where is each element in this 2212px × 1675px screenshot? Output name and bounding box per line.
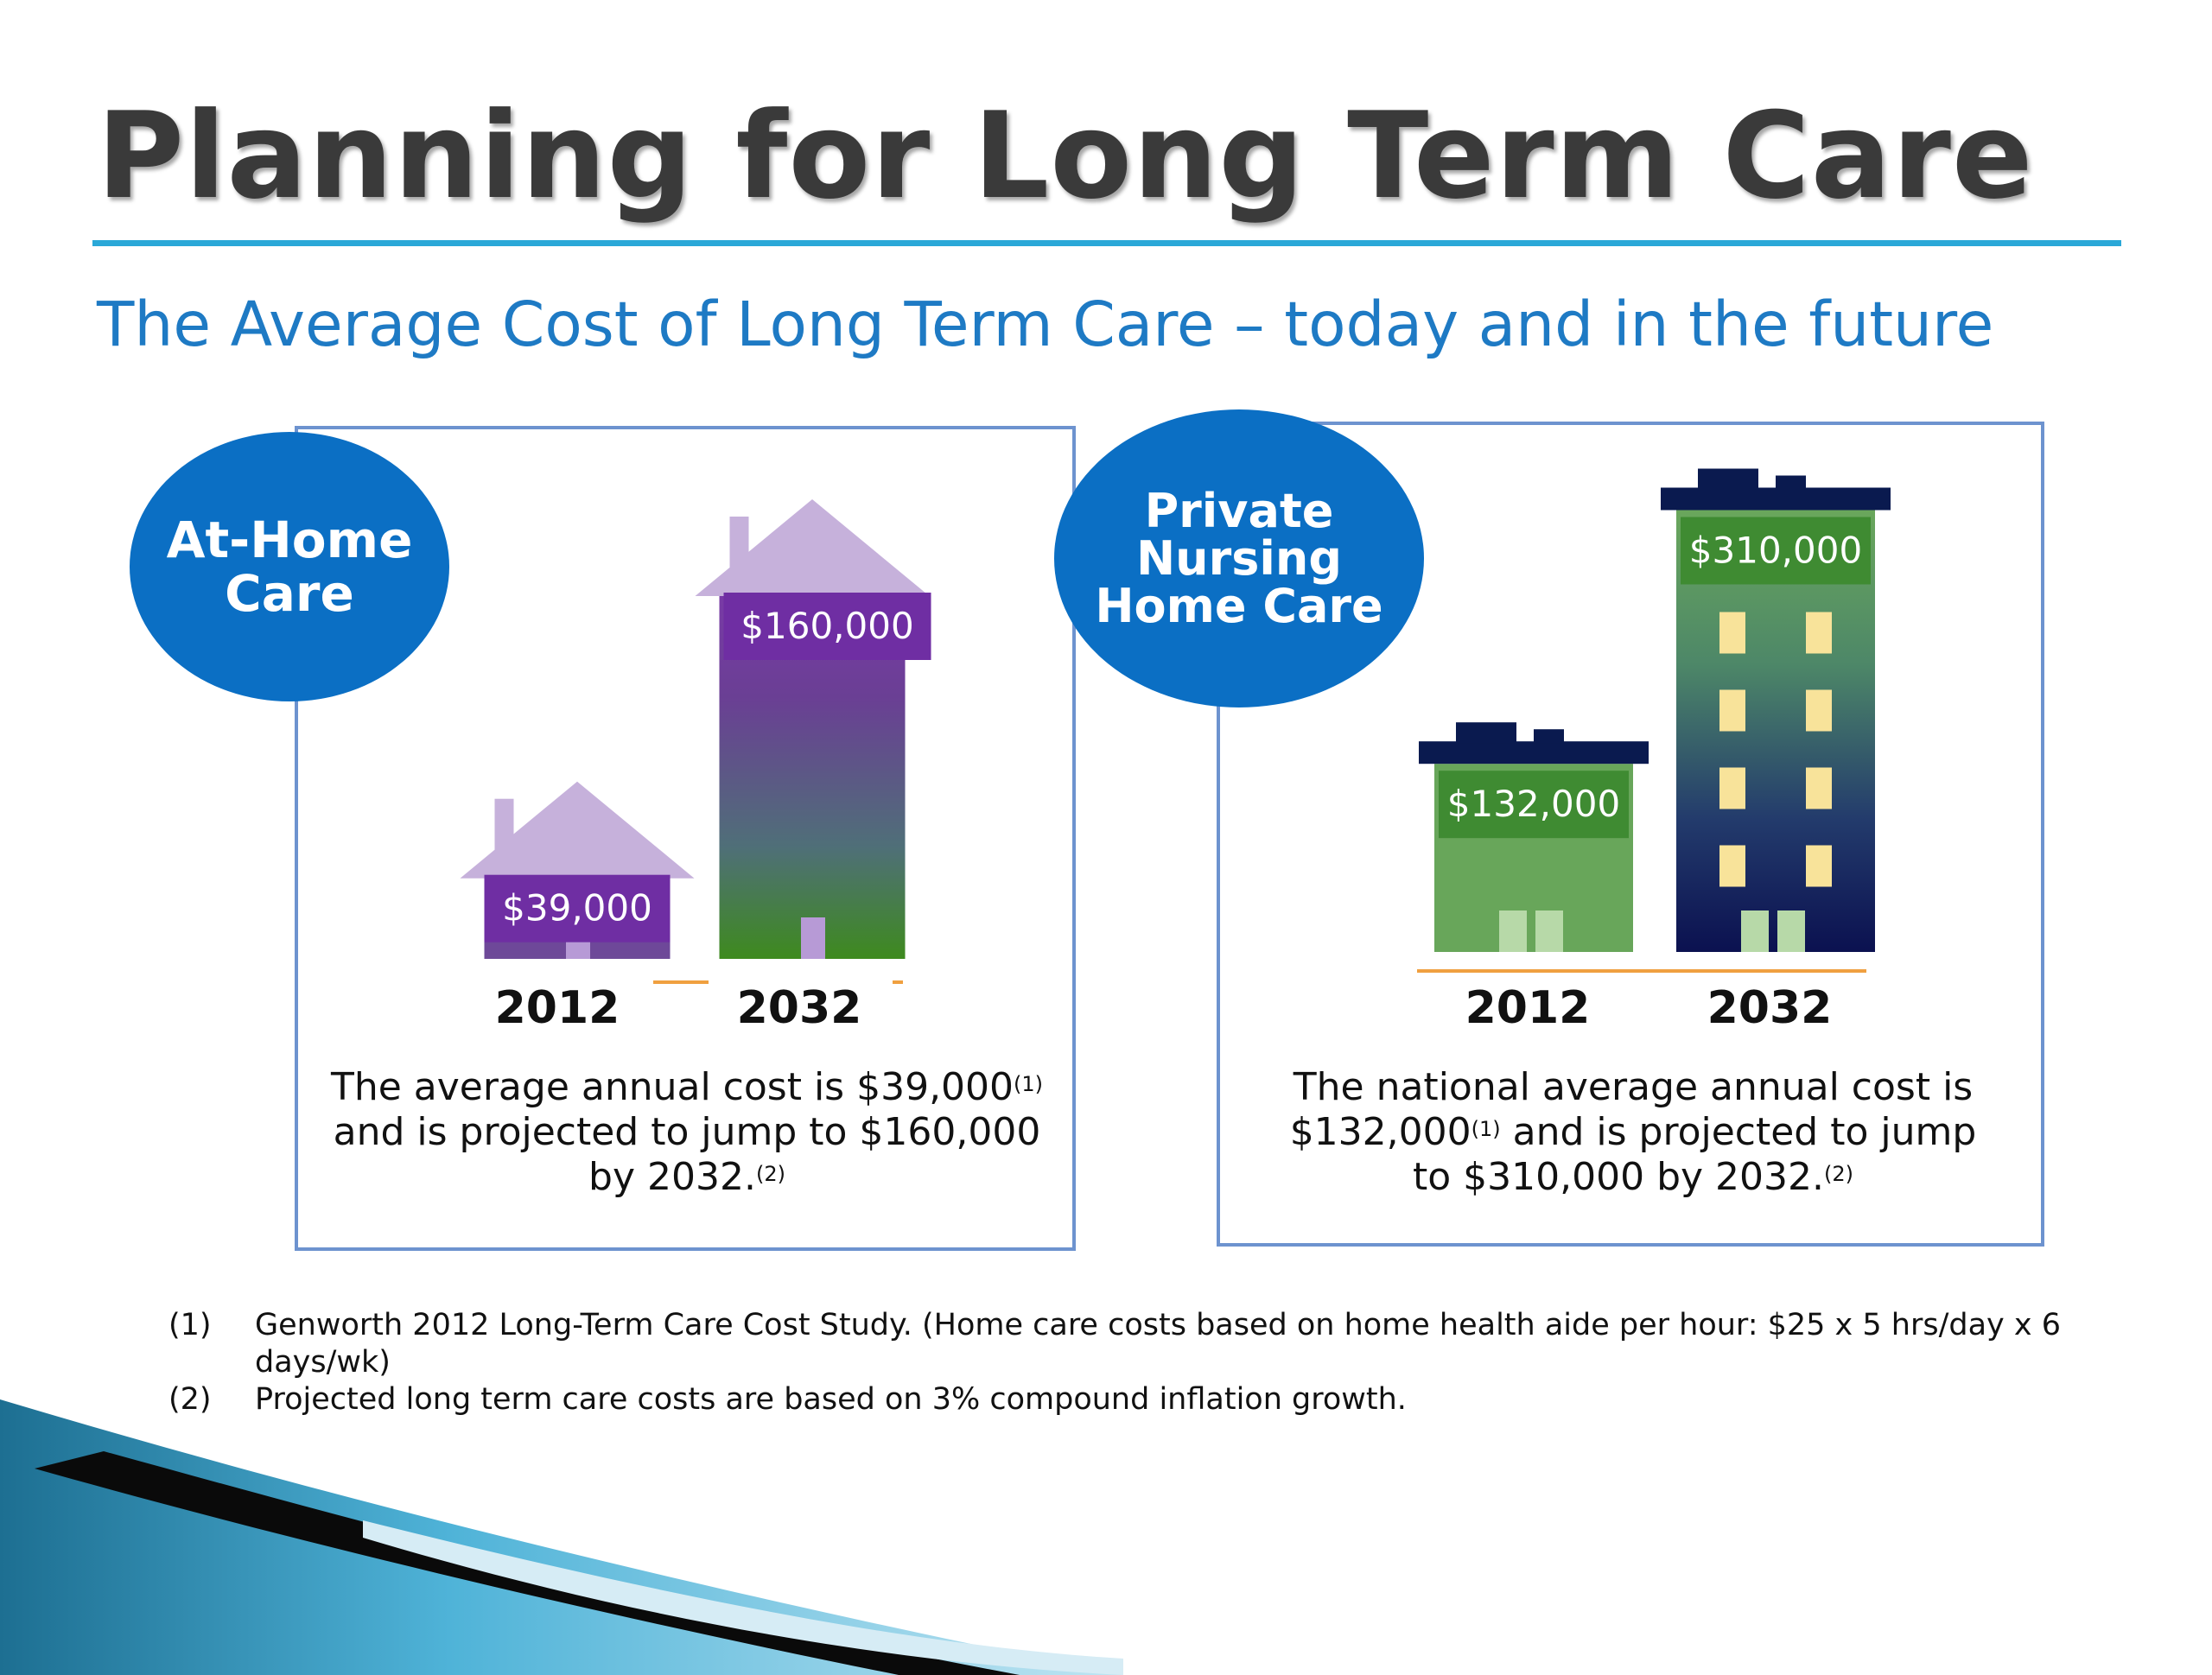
nursing-desc-line1-text: The national average annual cost is [1293, 1065, 1974, 1109]
footnote-1: (1) Genworth 2012 Long-Term Care Cost St… [168, 1307, 2069, 1381]
nursing-care-description: The national average annual cost is $132… [1253, 1065, 2013, 1200]
nursing-x-tick-2032: 2032 [1707, 982, 1833, 1034]
nursing-desc-line2-text: and is projected to jump [1500, 1110, 1977, 1154]
home-desc-line1-text: The average annual cost is $39,000 [330, 1065, 1014, 1109]
nursing-home-care-badge: Private Nursing Home Care [1054, 409, 1424, 707]
footnote-2-text: Projected long term care costs are based… [255, 1382, 1407, 1417]
nursing-desc-footnote-ref-2: (2) [1824, 1162, 1853, 1186]
nursing-desc-footnote-ref-1: (1) [1471, 1117, 1501, 1141]
nursing-x-tick-2012: 2012 [1465, 982, 1591, 1034]
home-x-tick-2012: 2012 [494, 982, 620, 1034]
title-underline [92, 240, 2121, 246]
nursing-desc-line2-value: $132,000 [1289, 1110, 1471, 1154]
footnote-1-text: Genworth 2012 Long-Term Care Cost Study.… [255, 1308, 2061, 1380]
home-care-description: The average annual cost is $39,000(1) an… [328, 1065, 1046, 1200]
footnotes: (1) Genworth 2012 Long-Term Care Cost St… [168, 1307, 2069, 1418]
footnote-1-number: (1) [168, 1308, 212, 1342]
home-desc-footnote-ref-2: (2) [755, 1162, 785, 1186]
page-title: Planning for Long Term Care [97, 86, 2034, 225]
footnote-2-number: (2) [168, 1382, 212, 1417]
nursing-desc-line3-text: to $310,000 by 2032. [1412, 1155, 1824, 1199]
home-desc-line3-text: by 2032. [588, 1155, 756, 1199]
at-home-care-badge: At-Home Care [130, 432, 449, 701]
decorative-swoosh [0, 1399, 1123, 1675]
home-desc-line2-text: and is projected to jump to $160,000 [333, 1110, 1041, 1154]
home-x-tick-2032: 2032 [736, 982, 862, 1034]
footnote-2: (2) Projected long term care costs are b… [168, 1381, 2069, 1418]
page-subtitle: The Average Cost of Long Term Care – tod… [97, 289, 1994, 360]
home-desc-footnote-ref-1: (1) [1014, 1072, 1044, 1096]
